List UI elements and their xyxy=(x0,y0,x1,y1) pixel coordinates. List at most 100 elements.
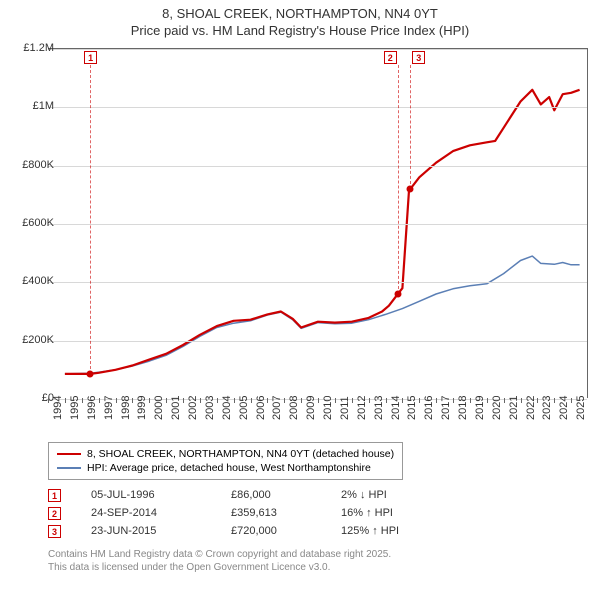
x-tick xyxy=(352,398,353,403)
x-tick xyxy=(234,398,235,403)
x-axis-label: 2025 xyxy=(575,396,587,420)
x-tick xyxy=(487,398,488,403)
transaction-marker: 2 xyxy=(48,507,61,520)
x-axis-label: 2013 xyxy=(373,396,385,420)
gridline xyxy=(48,166,587,167)
legend-swatch xyxy=(57,453,81,455)
x-axis-label: 1995 xyxy=(69,396,81,420)
x-axis-label: 2022 xyxy=(525,396,537,420)
title-line2: Price paid vs. HM Land Registry's House … xyxy=(0,23,600,40)
x-tick xyxy=(48,398,49,403)
x-tick xyxy=(200,398,201,403)
x-tick xyxy=(284,398,285,403)
x-axis-label: 1996 xyxy=(86,396,98,420)
footer-line2: This data is licensed under the Open Gov… xyxy=(48,561,391,574)
x-axis-label: 2002 xyxy=(187,396,199,420)
x-axis-label: 2004 xyxy=(221,396,233,420)
title-line1: 8, SHOAL CREEK, NORTHAMPTON, NN4 0YT xyxy=(0,6,600,23)
chart-container: 8, SHOAL CREEK, NORTHAMPTON, NN4 0YT Pri… xyxy=(0,0,600,590)
marker-line xyxy=(398,65,399,294)
x-tick xyxy=(166,398,167,403)
x-tick xyxy=(318,398,319,403)
marker-dot xyxy=(394,291,401,298)
x-axis-label: 2011 xyxy=(339,396,351,420)
legend-swatch xyxy=(57,467,81,469)
x-axis-label: 2005 xyxy=(238,396,250,420)
x-axis-label: 2019 xyxy=(474,396,486,420)
x-axis-label: 1999 xyxy=(136,396,148,420)
x-tick xyxy=(504,398,505,403)
marker-dot xyxy=(87,370,94,377)
x-tick xyxy=(217,398,218,403)
x-axis-label: 2001 xyxy=(170,396,182,420)
x-axis-label: 2016 xyxy=(423,396,435,420)
transaction-row: 2 24-SEP-2014£359,61316% ↑ HPI xyxy=(48,504,441,522)
x-axis-label: 2015 xyxy=(406,396,418,420)
x-axis-label: 2020 xyxy=(491,396,503,420)
y-axis-label: £400K xyxy=(12,275,54,287)
x-tick xyxy=(82,398,83,403)
x-tick xyxy=(65,398,66,403)
x-axis-label: 2018 xyxy=(457,396,469,420)
x-tick xyxy=(470,398,471,403)
marker-line xyxy=(410,65,411,189)
x-axis-label: 2024 xyxy=(558,396,570,420)
x-tick xyxy=(99,398,100,403)
x-axis-label: 2023 xyxy=(541,396,553,420)
x-axis-label: 2014 xyxy=(390,396,402,420)
x-axis-label: 2021 xyxy=(508,396,520,420)
x-axis-label: 1997 xyxy=(103,396,115,420)
transaction-row: 105-JUL-1996£86,0002% ↓ HPI xyxy=(48,486,441,504)
gridline xyxy=(48,49,587,50)
x-axis-label: 2003 xyxy=(204,396,216,420)
x-tick xyxy=(436,398,437,403)
marker-label: 1 xyxy=(84,51,97,64)
x-axis-label: 2008 xyxy=(288,396,300,420)
x-tick xyxy=(537,398,538,403)
gridline xyxy=(48,107,587,108)
x-axis-label: 2010 xyxy=(322,396,334,420)
x-tick xyxy=(267,398,268,403)
x-tick xyxy=(183,398,184,403)
transaction-marker: 1 xyxy=(48,489,61,502)
transaction-date: 24-SEP-2014 xyxy=(91,507,231,519)
x-axis-label: 2017 xyxy=(440,396,452,420)
marker-line xyxy=(90,65,91,374)
y-axis-label: £600K xyxy=(12,217,54,229)
marker-label: 3 xyxy=(412,51,425,64)
transaction-price: £359,613 xyxy=(231,507,341,519)
transaction-price: £86,000 xyxy=(231,489,341,501)
x-tick xyxy=(402,398,403,403)
x-tick xyxy=(251,398,252,403)
x-tick xyxy=(521,398,522,403)
x-tick xyxy=(149,398,150,403)
x-tick xyxy=(132,398,133,403)
legend-item: 8, SHOAL CREEK, NORTHAMPTON, NN4 0YT (de… xyxy=(57,447,394,461)
legend-label: HPI: Average price, detached house, West… xyxy=(87,462,371,474)
y-axis-label: £1.2M xyxy=(12,42,54,54)
transaction-date: 05-JUL-1996 xyxy=(91,489,231,501)
x-axis-label: 2000 xyxy=(153,396,165,420)
x-tick xyxy=(554,398,555,403)
y-axis-label: £1M xyxy=(12,100,54,112)
x-axis-label: 2007 xyxy=(271,396,283,420)
transaction-vs-hpi: 16% ↑ HPI xyxy=(341,507,441,519)
x-tick xyxy=(419,398,420,403)
x-tick xyxy=(571,398,572,403)
x-tick xyxy=(369,398,370,403)
transaction-row: 323-JUN-2015£720,000125% ↑ HPI xyxy=(48,522,441,540)
marker-label: 2 xyxy=(384,51,397,64)
x-tick xyxy=(301,398,302,403)
transaction-vs-hpi: 125% ↑ HPI xyxy=(341,525,441,537)
y-axis-label: £200K xyxy=(12,334,54,346)
x-tick xyxy=(453,398,454,403)
footer-line1: Contains HM Land Registry data © Crown c… xyxy=(48,548,391,561)
transaction-price: £720,000 xyxy=(231,525,341,537)
gridline xyxy=(48,224,587,225)
marker-dot xyxy=(407,186,414,193)
series-line xyxy=(65,256,580,374)
x-tick xyxy=(386,398,387,403)
series-line xyxy=(65,90,580,374)
y-axis-label: £800K xyxy=(12,159,54,171)
legend: 8, SHOAL CREEK, NORTHAMPTON, NN4 0YT (de… xyxy=(48,442,403,480)
